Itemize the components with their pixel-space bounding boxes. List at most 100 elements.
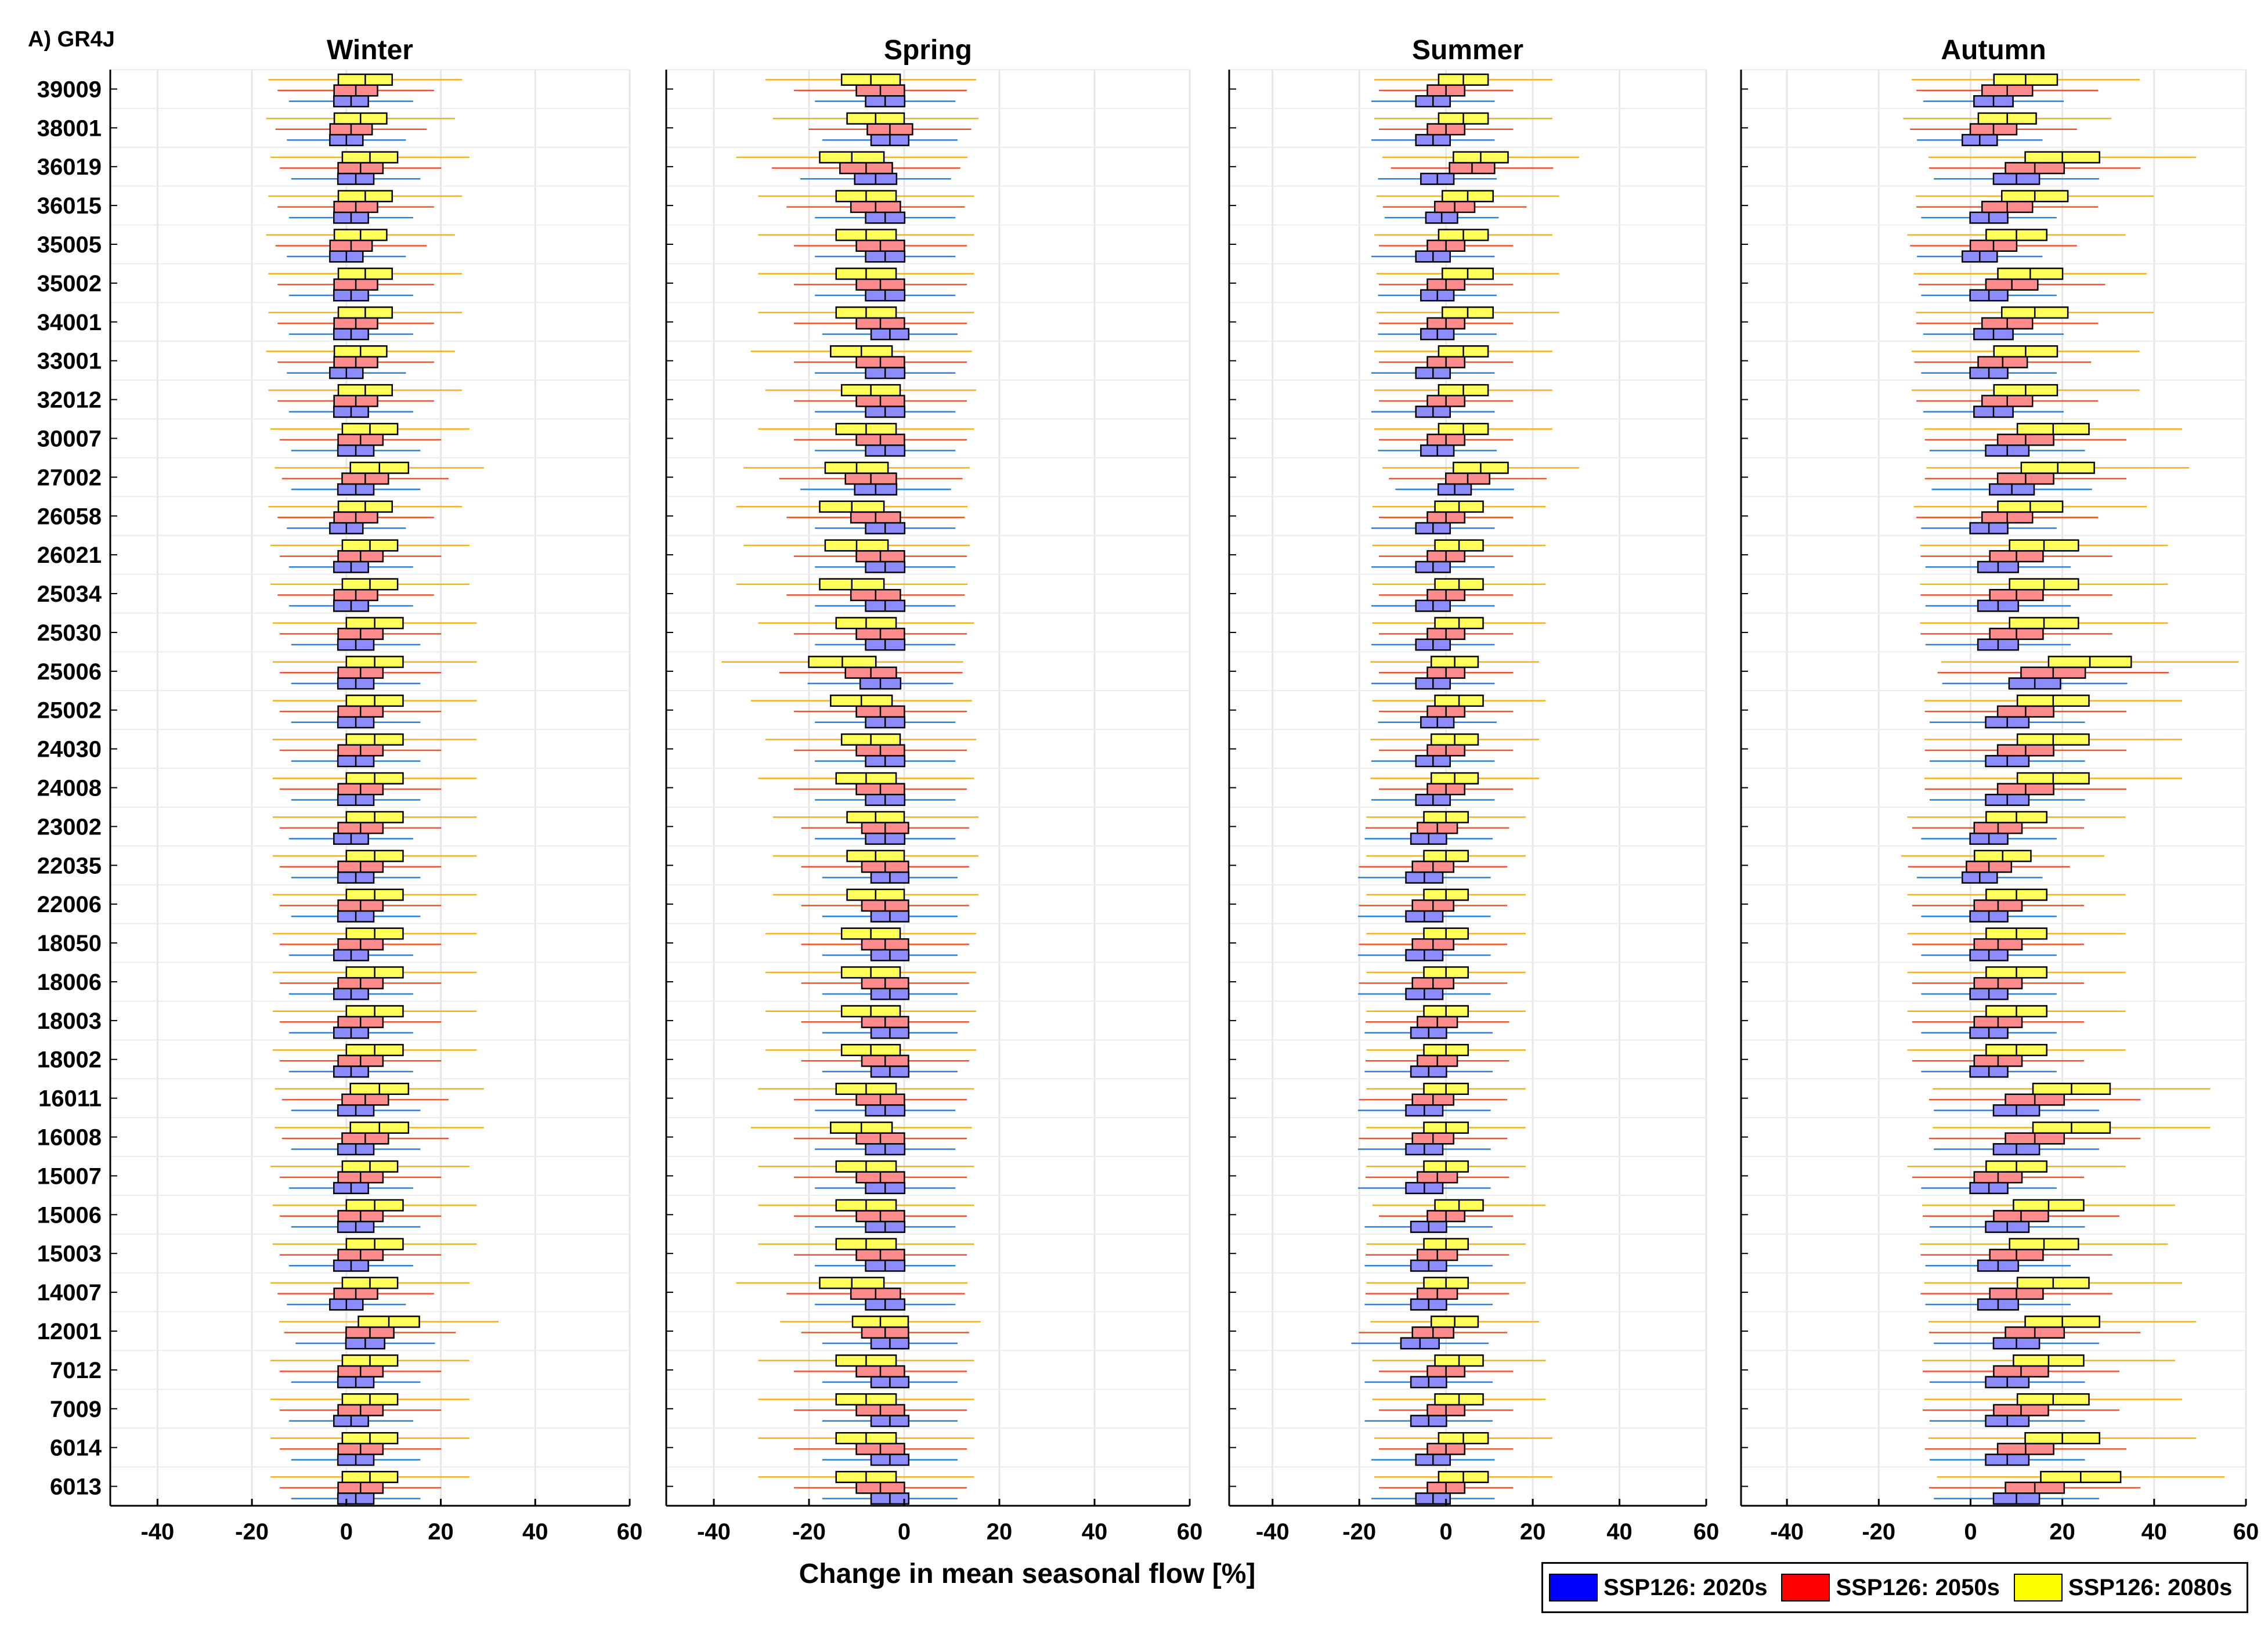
box-2020s (1934, 1104, 2099, 1117)
box-2020s (1929, 1415, 2085, 1427)
box-2020s (1921, 522, 2057, 534)
box-2080s (1366, 966, 1526, 979)
box-2050s (280, 162, 442, 175)
box-2020s (289, 599, 413, 612)
box-2080s (758, 229, 974, 241)
box-2020s (1929, 716, 2085, 729)
box-2020s (1931, 483, 2092, 496)
box-2050s (1378, 511, 1514, 524)
box-2050s (793, 1249, 967, 1261)
box-2020s (291, 716, 421, 729)
box-2020s (1371, 406, 1495, 418)
box-2050s (280, 433, 442, 446)
box-2020s (289, 988, 413, 1000)
legend-swatch (1781, 1574, 1830, 1602)
box-2050s (1912, 899, 2084, 912)
box-2080s (1937, 1470, 2224, 1483)
box-2020s (1371, 677, 1495, 690)
station-label: 26058 (37, 504, 102, 529)
box-2020s (815, 561, 956, 573)
box-2020s (1921, 1181, 2057, 1194)
box-2050s (280, 899, 442, 912)
box-2020s (822, 1454, 958, 1466)
box-2080s (736, 500, 968, 513)
station-label: 16011 (38, 1086, 102, 1112)
box-2020s (822, 1026, 958, 1039)
station-label: 34001 (37, 310, 102, 335)
box-2020s (1364, 1220, 1493, 1233)
box-2020s (289, 1065, 413, 1078)
station-label: 30007 (37, 426, 102, 451)
box-2080s (1903, 112, 2112, 125)
box-2080s (272, 966, 477, 979)
box-2080s (1916, 306, 2154, 319)
box-2050s (277, 356, 434, 368)
box-2020s (1934, 172, 2099, 185)
box-2020s (1371, 638, 1495, 651)
box-2020s (289, 832, 413, 845)
x-tick-label: 0 (898, 1519, 911, 1545)
station-label: 23002 (37, 814, 102, 840)
box-2050s (1920, 588, 2112, 602)
box-2020s (815, 444, 956, 457)
box-2080s (268, 73, 463, 86)
station-label: 24030 (37, 737, 102, 762)
box-2050s (280, 1054, 442, 1067)
box-2020s (822, 871, 958, 884)
station-label: 16008 (37, 1125, 102, 1151)
box-2080s (1372, 1393, 1546, 1406)
box-2080s (272, 695, 477, 707)
box-2050s (793, 744, 967, 757)
x-tick-label: 20 (428, 1519, 454, 1545)
box-2080s (1920, 1238, 2168, 1250)
panel-title: Summer (1412, 35, 1523, 66)
box-2020s (1378, 289, 1497, 302)
box-2020s (1921, 832, 2057, 845)
box-2080s (758, 772, 974, 785)
box-2080s (275, 1121, 484, 1134)
box-2080s (1907, 1005, 2126, 1018)
box-2050s (786, 588, 965, 602)
box-2050s (793, 550, 967, 563)
box-2020s (1929, 1454, 2085, 1466)
box-2080s (765, 927, 977, 940)
box-2020s (1357, 1104, 1491, 1117)
box-2080s (272, 772, 477, 785)
box-2050s (1920, 1288, 2112, 1300)
box-2080s (772, 112, 978, 125)
box-2080s (270, 1277, 470, 1289)
box-2050s (1912, 1015, 2084, 1028)
box-2050s (1365, 1171, 1509, 1184)
box-2050s (1920, 627, 2112, 640)
box-2080s (1366, 1082, 1526, 1096)
box-2050s (1378, 1481, 1514, 1494)
box-2080s (765, 384, 977, 396)
station-labels: 39009 38001 36019 36015 35005 35002 34001 33001… (37, 77, 102, 1499)
box-2020s (1925, 599, 2071, 612)
box-2050s (793, 705, 967, 718)
box-2020s (1921, 211, 2057, 224)
box-2020s (291, 172, 421, 185)
box-2080s (272, 656, 477, 668)
box-2050s (280, 1249, 442, 1261)
box-2050s (1928, 1132, 2141, 1145)
box-2020s (822, 1376, 958, 1389)
box-2050s (280, 1443, 442, 1455)
box-2050s (1916, 511, 2099, 524)
station-label: 27002 (37, 465, 102, 490)
x-tick-label: 40 (1606, 1519, 1633, 1545)
box-2080s (758, 1431, 974, 1445)
box-2050s (1912, 938, 2084, 951)
station-label: 15003 (37, 1241, 102, 1267)
box-2020s (295, 1337, 435, 1350)
box-2080s (1382, 461, 1579, 474)
box-2080s (1911, 384, 2140, 396)
box-2080s (1920, 578, 2168, 591)
box-2050s (1378, 356, 1514, 368)
box-2080s (272, 733, 477, 746)
box-2050s (1912, 1054, 2084, 1067)
box-2080s (270, 422, 470, 435)
box-2080s (1928, 1431, 2197, 1445)
box-2080s (1366, 888, 1526, 901)
